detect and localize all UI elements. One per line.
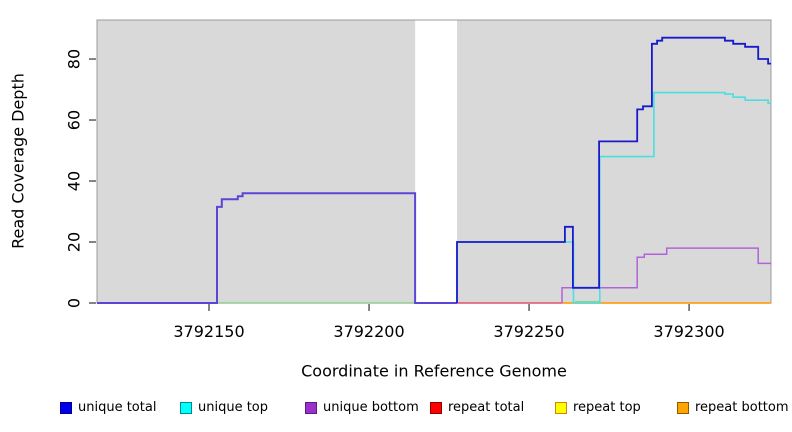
x-tick-label: 3792150 (173, 322, 244, 341)
x-tick-label: 3792250 (493, 322, 564, 341)
y-tick-label: 80 (65, 49, 84, 69)
y-axis-title: Read Coverage Depth (8, 73, 28, 249)
y-tick-label: 60 (65, 110, 84, 130)
y-tick-label: 0 (65, 298, 84, 308)
y-tick-label: 20 (65, 232, 84, 252)
x-tick-label: 3792300 (653, 322, 724, 341)
unique-total-line (456, 36, 771, 303)
unique-total-bottom-blend-line (97, 192, 457, 304)
unique-bottom-line (561, 247, 771, 303)
x-tick-label: 3792200 (333, 322, 404, 341)
masked-region (415, 20, 458, 303)
y-tick-label: 40 (65, 171, 84, 191)
x-axis-title: Coordinate in Reference Genome (301, 361, 567, 381)
